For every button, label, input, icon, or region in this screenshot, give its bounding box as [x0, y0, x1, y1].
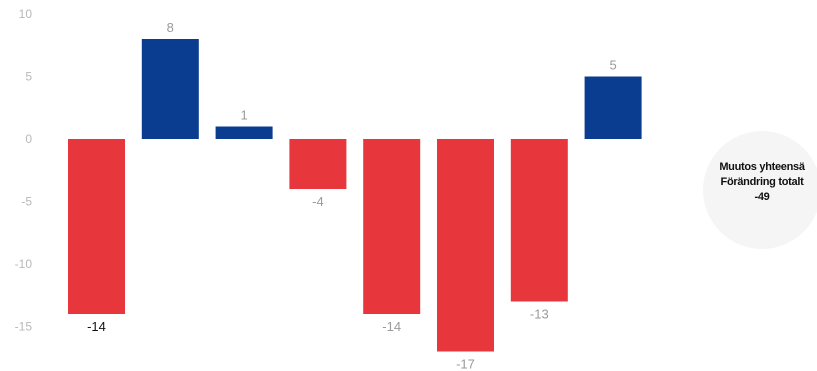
data-label-2: 8 [167, 20, 174, 35]
bar-7 [510, 139, 568, 302]
y-tick-label: -15 [15, 320, 33, 334]
total-label-swedish: Förändring totalt [720, 176, 804, 188]
bar-1 [68, 139, 125, 314]
total-label-finnish: Muutos yhteensä [719, 161, 805, 173]
data-label-1: -14 [87, 319, 106, 334]
total-change-circle [703, 131, 817, 249]
y-tick-label: 5 [25, 70, 32, 84]
bar-6 [437, 139, 494, 352]
data-label-5: -14 [382, 319, 401, 334]
bar-3 [215, 126, 273, 139]
data-label-8: 5 [609, 58, 616, 73]
y-tick-label: -5 [21, 195, 32, 209]
bar-2 [141, 39, 199, 139]
data-label-4: -4 [312, 194, 324, 209]
data-label-7: -13 [530, 307, 549, 322]
bar-4 [289, 139, 347, 189]
data-label-6: -17 [456, 357, 475, 371]
bar-5 [363, 139, 421, 314]
y-tick-label: 10 [19, 7, 33, 21]
total-change-box: Muutos yhteensä Förändring totalt -49 [702, 160, 817, 205]
total-value: -49 [754, 191, 770, 203]
y-tick-label: -10 [15, 257, 33, 271]
bar-8 [584, 76, 642, 139]
data-label-3: 1 [240, 108, 247, 123]
y-tick-label: 0 [25, 132, 32, 146]
